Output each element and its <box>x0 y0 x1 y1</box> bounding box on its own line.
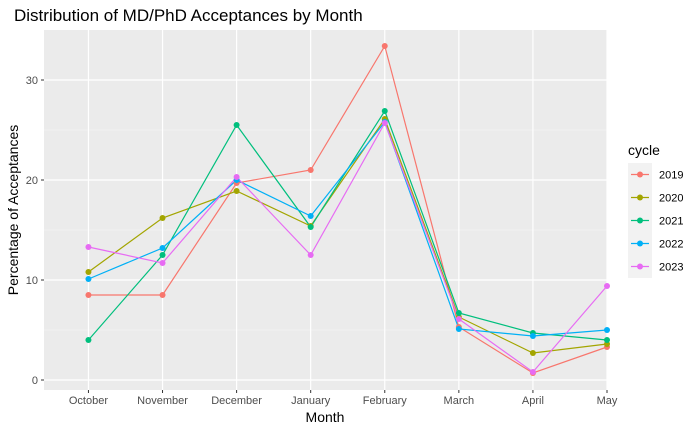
chart-title: Distribution of MD/PhD Acceptances by Mo… <box>14 6 363 25</box>
data-point-2022 <box>159 245 166 251</box>
plot-panel <box>44 30 607 390</box>
legend-key-point <box>637 217 643 224</box>
legend-label: 2023 <box>659 262 683 274</box>
legend: cycle 2019 2020 2021 2022 2023 <box>628 142 683 278</box>
data-point-2023 <box>85 244 92 250</box>
x-tick-label: November <box>137 395 188 407</box>
x-tick-label: February <box>363 395 408 407</box>
data-point-2023 <box>159 260 166 266</box>
legend-label: 2022 <box>659 239 683 251</box>
data-point-2019 <box>85 292 92 298</box>
data-point-2020 <box>85 269 92 275</box>
data-point-2021 <box>307 224 314 230</box>
x-tick-label: March <box>444 395 475 407</box>
series-line-2020 <box>88 117 608 354</box>
x-tick-label: April <box>522 395 544 407</box>
minor-gridlines <box>44 129 607 331</box>
x-axis-title: Month <box>306 409 345 425</box>
data-point-2021 <box>85 337 92 343</box>
x-tick-label: October <box>69 395 108 407</box>
data-point-2022 <box>307 213 314 219</box>
x-tick-label: December <box>211 395 262 407</box>
data-point-2022 <box>85 276 92 282</box>
series-lines <box>87 44 608 374</box>
y-tick-label: 10 <box>26 275 38 287</box>
legend-label: 2020 <box>659 193 683 205</box>
legend-key-point <box>637 240 643 247</box>
data-point-2022 <box>529 333 536 339</box>
legend-label: 2021 <box>659 216 683 228</box>
legend-key-point <box>637 194 643 201</box>
x-tick-label: January <box>291 395 331 407</box>
data-point-2020 <box>159 215 166 221</box>
x-tick-label: May <box>597 395 618 407</box>
data-point-2020 <box>529 350 536 356</box>
data-point-2021 <box>604 337 610 343</box>
data-point-2023 <box>307 252 314 258</box>
data-point-2021 <box>455 310 462 316</box>
data-point-2019 <box>307 167 314 173</box>
x-axis: October November December January February Ma… <box>69 390 618 407</box>
data-point-2023 <box>604 283 610 289</box>
series-points <box>85 43 610 376</box>
y-tick-label: 30 <box>26 75 38 87</box>
data-point-2023 <box>233 174 240 180</box>
data-point-2020 <box>233 188 240 194</box>
data-point-2023 <box>381 120 388 126</box>
series-line-2019 <box>88 44 608 374</box>
y-tick-label: 20 <box>26 175 38 187</box>
series-line-2023 <box>88 121 608 373</box>
y-axis: 0 10 20 30 <box>26 75 44 387</box>
y-tick-label: 0 <box>32 375 38 387</box>
data-point-2019 <box>159 292 166 298</box>
legend-label: 2019 <box>659 170 683 182</box>
data-point-2022 <box>604 327 610 333</box>
y-axis-title: Percentage of Acceptances <box>5 125 21 295</box>
legend-key-point <box>637 171 643 178</box>
data-point-2019 <box>381 43 388 49</box>
data-point-2023 <box>455 316 462 322</box>
data-point-2021 <box>381 108 388 114</box>
data-point-2021 <box>233 122 240 128</box>
data-point-2022 <box>455 326 462 332</box>
legend-title: cycle <box>628 142 660 158</box>
data-point-2023 <box>529 369 536 375</box>
data-point-2021 <box>159 252 166 258</box>
legend-key-point <box>637 263 643 270</box>
series-line-2022 <box>88 120 608 337</box>
